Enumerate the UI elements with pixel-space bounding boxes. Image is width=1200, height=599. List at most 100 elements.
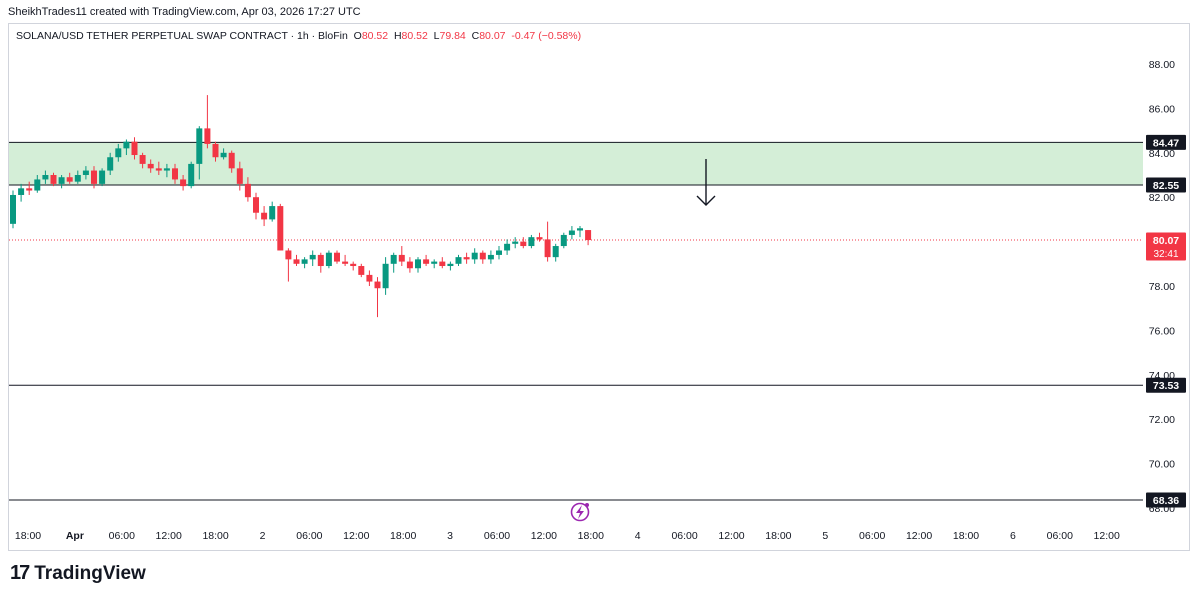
candle [91, 170, 97, 184]
candles [10, 95, 592, 318]
candle [439, 261, 446, 267]
candle [115, 148, 122, 158]
candle [536, 237, 543, 240]
high-value: 80.52 [401, 30, 428, 42]
tradingview-mark: 17 [10, 562, 30, 584]
flash-icon-dot [585, 503, 589, 507]
x-tick-label: 06:00 [296, 530, 322, 542]
x-tick-label: Apr [66, 530, 84, 542]
low-value: 79.84 [439, 30, 466, 42]
candle [253, 197, 259, 213]
candle [415, 259, 421, 269]
candle [301, 259, 308, 264]
x-tick-label: 12:00 [343, 530, 369, 542]
candle [504, 243, 511, 251]
flash-icon-bolt [576, 505, 584, 519]
level-price-tag-1: 68.36 [1153, 495, 1179, 507]
last-price-tag: 80.07 [1153, 235, 1179, 247]
candle [212, 143, 219, 158]
x-tick-label: 06:00 [109, 530, 135, 542]
candle [42, 175, 49, 180]
zone-bottom-price-tag-bg [1146, 177, 1186, 193]
flash-icon [570, 502, 590, 522]
y-tick-label: 86.00 [1149, 103, 1175, 115]
candle [228, 152, 235, 169]
x-tick-label: 12:00 [156, 530, 182, 542]
chart-frame [8, 23, 1190, 551]
candle [382, 263, 389, 289]
candle [99, 170, 106, 184]
level-price-tag-0-bg [1146, 377, 1186, 393]
tradingview-logo: 17 TradingView [10, 562, 146, 585]
candle [342, 261, 349, 264]
candle [455, 257, 462, 264]
y-tick-label: 82.00 [1149, 192, 1175, 204]
candle [188, 163, 195, 187]
candle [334, 252, 340, 262]
time-axis: 18:00 Apr 06:00 12:00 18:00 2 06:00 12:00 18:00 3… [15, 530, 1120, 542]
x-tick-label: 06:00 [859, 530, 885, 542]
close-value: 80.07 [479, 30, 506, 42]
zone-top-price-tag-bg [1146, 134, 1186, 150]
supply-zone [9, 141, 1143, 186]
level-price-tag-0: 73.53 [1153, 380, 1179, 392]
level-price-tag-1-bg [1146, 492, 1186, 508]
y-tick-label: 76.00 [1149, 325, 1175, 337]
open-value: 80.52 [361, 30, 389, 42]
candle [325, 252, 332, 267]
x-tick-label: 18:00 [202, 530, 228, 542]
candle [317, 254, 324, 267]
x-tick-label: 12:00 [1094, 530, 1120, 542]
candle [431, 261, 438, 264]
x-tick-label: 2 [260, 530, 266, 542]
candle [163, 168, 170, 171]
candle [285, 250, 292, 260]
candle [358, 266, 365, 275]
candle [18, 188, 25, 195]
candle [180, 179, 187, 187]
candle [10, 194, 16, 224]
y-tick-label: 72.00 [1149, 414, 1175, 426]
candle [528, 237, 535, 247]
candle [406, 261, 413, 269]
candle [269, 206, 276, 220]
candle [244, 183, 251, 198]
candle [261, 212, 268, 220]
zone-bottom-price-tag: 82.55 [1153, 180, 1179, 192]
candle [544, 239, 551, 258]
symbol-title: SOLANA/USD TETHER PERPETUAL SWAP CONTRAC… [16, 30, 348, 42]
candle [123, 141, 130, 149]
candle [447, 263, 454, 267]
y-tick-label: 70.00 [1149, 459, 1175, 471]
candle [366, 274, 373, 282]
y-tick-label: 88.00 [1149, 59, 1175, 71]
change-value: -0.47 (−0.58%) [511, 30, 582, 42]
x-tick-label: 12:00 [531, 530, 557, 542]
candle [471, 252, 478, 260]
high-label: H [393, 30, 402, 42]
zone-top-price-tag: 84.47 [1153, 137, 1179, 149]
candle [520, 241, 527, 247]
candle [107, 157, 114, 171]
candle [131, 141, 138, 156]
candle [74, 175, 81, 182]
candle [204, 128, 211, 144]
candle [172, 168, 178, 180]
candle [147, 163, 154, 169]
candle [236, 168, 243, 184]
close-label: C [471, 30, 480, 42]
low-label: L [433, 30, 440, 42]
x-tick-label: 18:00 [390, 530, 416, 542]
candle [309, 254, 316, 260]
candle [155, 168, 162, 171]
zone-fill [9, 142, 1143, 185]
symbol-legend: SOLANA/USD TETHER PERPETUAL SWAP CONTRAC… [16, 30, 581, 42]
level-lines [9, 239, 1143, 501]
candle [423, 259, 430, 264]
candle [50, 175, 57, 184]
x-tick-label: 3 [447, 530, 453, 542]
x-tick-label: 12:00 [906, 530, 932, 542]
candle [577, 228, 583, 231]
candle [487, 254, 494, 260]
